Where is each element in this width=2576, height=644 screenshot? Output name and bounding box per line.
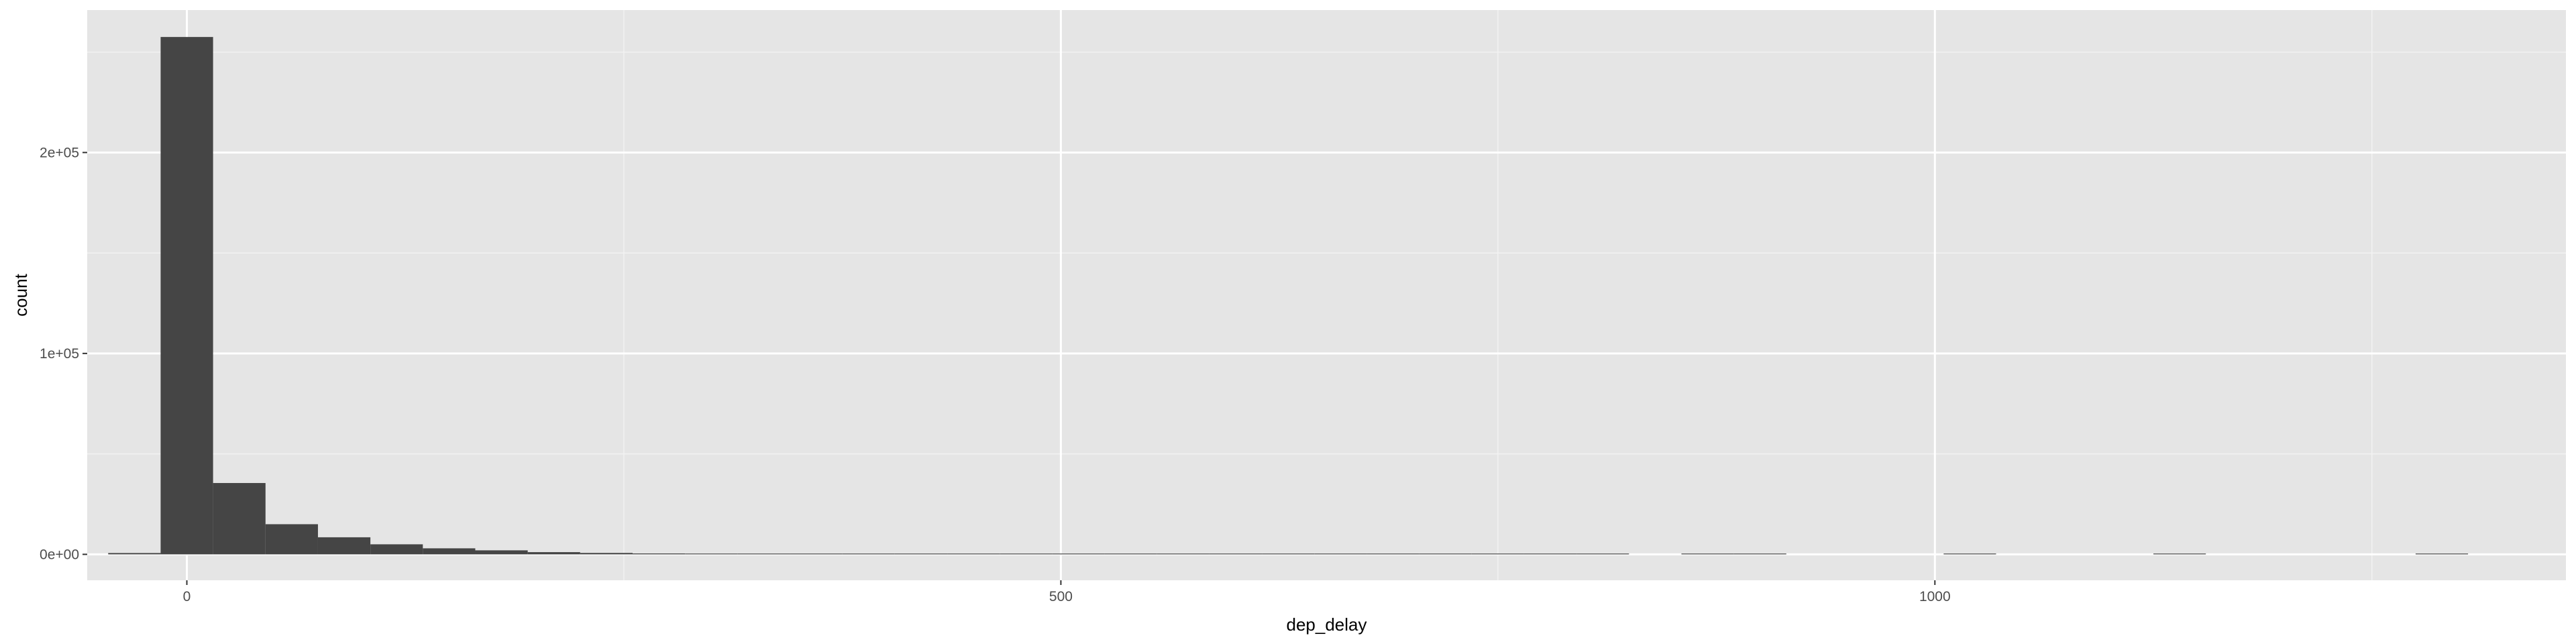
- histogram-bar: [894, 553, 948, 555]
- x-tick-label: 0: [183, 589, 191, 604]
- histogram-bar: [842, 553, 895, 555]
- y-axis-title: count: [11, 273, 31, 316]
- histogram-bar: [685, 553, 738, 555]
- histogram-bar: [213, 483, 266, 555]
- histogram-bar: [1314, 553, 1367, 555]
- y-tick-label: 2e+05: [40, 145, 79, 160]
- histogram-bar: [1262, 553, 1315, 555]
- histogram-bar: [1681, 553, 1734, 555]
- y-tick-label: 0e+00: [40, 547, 79, 562]
- histogram-bar: [423, 548, 476, 555]
- minor-gridlines: [87, 10, 2566, 580]
- y-axis: 0e+00 1e+05 2e+05: [40, 145, 87, 562]
- histogram-bar: [265, 524, 318, 555]
- histogram-bar: [160, 37, 213, 555]
- histogram-bar: [1471, 553, 1524, 555]
- histogram-bar: [108, 553, 161, 555]
- histogram-bar: [1523, 553, 1577, 555]
- histogram-bar: [370, 544, 423, 555]
- histogram-bar: [1000, 553, 1053, 555]
- histogram-bar: [2415, 553, 2469, 555]
- x-tick-label: 500: [1049, 589, 1073, 604]
- histogram-bar: [633, 553, 686, 555]
- histogram-bar: [790, 553, 843, 555]
- plot-panel: [87, 10, 2566, 580]
- histogram-bar: [1419, 553, 1472, 555]
- histogram-bar: [1209, 553, 1263, 555]
- histogram-bar: [737, 553, 790, 555]
- histogram-bar: [475, 550, 528, 555]
- x-axis-title: dep_delay: [1287, 614, 1367, 635]
- histogram-bar: [1104, 553, 1157, 555]
- histogram-bar: [2153, 553, 2206, 555]
- x-axis: 0 500 1000: [183, 580, 1951, 604]
- y-tick-label: 1e+05: [40, 346, 79, 362]
- histogram-bar: [1733, 553, 1786, 555]
- histogram-bar: [1157, 553, 1210, 555]
- histogram-bar: [1052, 553, 1105, 555]
- histogram-bar: [527, 552, 580, 555]
- histogram-bar: [1366, 553, 1419, 555]
- histogram-bar: [1576, 553, 1629, 555]
- histogram-bar: [1943, 553, 1996, 555]
- histogram-bars: [108, 37, 2469, 555]
- x-tick-label: 1000: [1919, 589, 1951, 604]
- histogram-bar: [947, 553, 1000, 555]
- histogram-bar: [317, 537, 371, 555]
- histogram-bar: [580, 553, 633, 555]
